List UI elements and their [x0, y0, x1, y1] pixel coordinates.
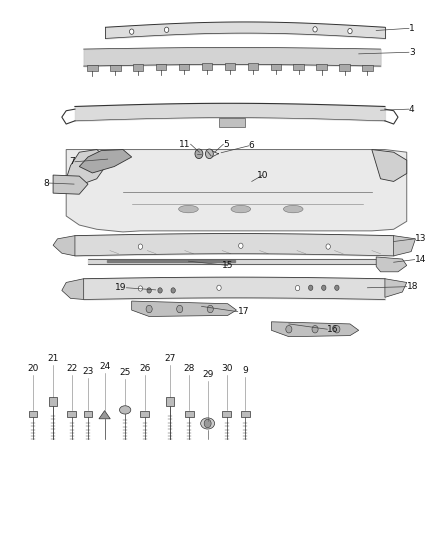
Circle shape	[308, 285, 313, 290]
Circle shape	[138, 244, 143, 249]
Bar	[133, 64, 144, 70]
Text: 1: 1	[409, 24, 415, 33]
Text: 9: 9	[242, 366, 248, 375]
Text: 22: 22	[66, 365, 78, 373]
Bar	[87, 65, 98, 71]
Bar	[156, 64, 166, 70]
Text: 27: 27	[164, 354, 176, 363]
Ellipse shape	[120, 406, 131, 414]
Circle shape	[171, 288, 175, 293]
Polygon shape	[53, 236, 75, 256]
Text: 10: 10	[257, 171, 268, 180]
Bar	[141, 411, 149, 417]
Ellipse shape	[201, 418, 215, 429]
Text: 20: 20	[27, 365, 39, 373]
Text: 26: 26	[139, 365, 151, 373]
Bar	[84, 411, 92, 417]
Bar	[241, 411, 250, 417]
Bar	[49, 397, 57, 406]
Polygon shape	[376, 257, 407, 272]
Polygon shape	[372, 150, 407, 181]
Circle shape	[147, 288, 151, 293]
Circle shape	[164, 27, 169, 33]
Circle shape	[204, 419, 211, 427]
Polygon shape	[394, 236, 416, 256]
Text: 14: 14	[415, 255, 426, 264]
Circle shape	[158, 288, 162, 293]
Text: 6: 6	[249, 141, 254, 150]
Text: 3: 3	[409, 48, 415, 56]
Circle shape	[130, 29, 134, 34]
Circle shape	[312, 326, 318, 333]
Text: 17: 17	[238, 307, 249, 316]
Text: 8: 8	[43, 179, 49, 188]
Circle shape	[313, 27, 317, 32]
Polygon shape	[99, 410, 110, 419]
Circle shape	[334, 326, 340, 333]
Bar	[339, 64, 350, 71]
Bar	[247, 63, 258, 70]
Polygon shape	[79, 150, 132, 173]
Circle shape	[335, 285, 339, 290]
Text: 4: 4	[409, 104, 414, 114]
Text: 13: 13	[415, 235, 426, 244]
Ellipse shape	[179, 205, 198, 213]
Text: 25: 25	[120, 368, 131, 377]
Bar	[185, 411, 194, 417]
Circle shape	[205, 149, 213, 159]
Circle shape	[195, 149, 203, 159]
Text: 11: 11	[179, 140, 191, 149]
Text: 24: 24	[99, 362, 110, 370]
Bar	[110, 64, 120, 71]
Bar	[223, 411, 231, 417]
Bar	[202, 63, 212, 70]
Polygon shape	[66, 150, 110, 187]
Text: 30: 30	[221, 365, 233, 373]
Text: 5: 5	[223, 140, 229, 149]
Bar	[293, 64, 304, 70]
Polygon shape	[66, 150, 407, 232]
Circle shape	[348, 28, 352, 34]
Bar	[179, 63, 189, 70]
Polygon shape	[385, 279, 407, 297]
Bar	[316, 64, 327, 70]
Circle shape	[146, 305, 152, 313]
Text: 19: 19	[115, 283, 127, 292]
Polygon shape	[272, 322, 359, 337]
Polygon shape	[132, 301, 237, 317]
Text: 7: 7	[69, 157, 75, 166]
Bar	[28, 411, 37, 417]
Bar	[219, 118, 245, 127]
Text: 28: 28	[184, 365, 195, 373]
Bar	[225, 63, 235, 70]
Circle shape	[138, 286, 143, 291]
Circle shape	[295, 286, 300, 290]
Circle shape	[326, 244, 330, 249]
Text: 16: 16	[327, 325, 339, 334]
Text: 18: 18	[407, 282, 418, 291]
Bar	[271, 63, 281, 70]
Text: 29: 29	[202, 370, 213, 378]
Text: 21: 21	[47, 354, 59, 363]
Text: 23: 23	[82, 367, 94, 376]
Bar	[166, 397, 174, 406]
Text: 15: 15	[222, 261, 233, 270]
Circle shape	[321, 285, 326, 290]
Circle shape	[286, 326, 292, 333]
Ellipse shape	[283, 205, 303, 213]
Circle shape	[217, 285, 221, 290]
Ellipse shape	[231, 205, 251, 213]
Circle shape	[207, 305, 213, 313]
Polygon shape	[53, 175, 88, 194]
Bar	[362, 65, 373, 71]
Circle shape	[177, 305, 183, 313]
Circle shape	[239, 243, 243, 248]
Polygon shape	[62, 279, 84, 300]
Bar	[67, 411, 76, 417]
